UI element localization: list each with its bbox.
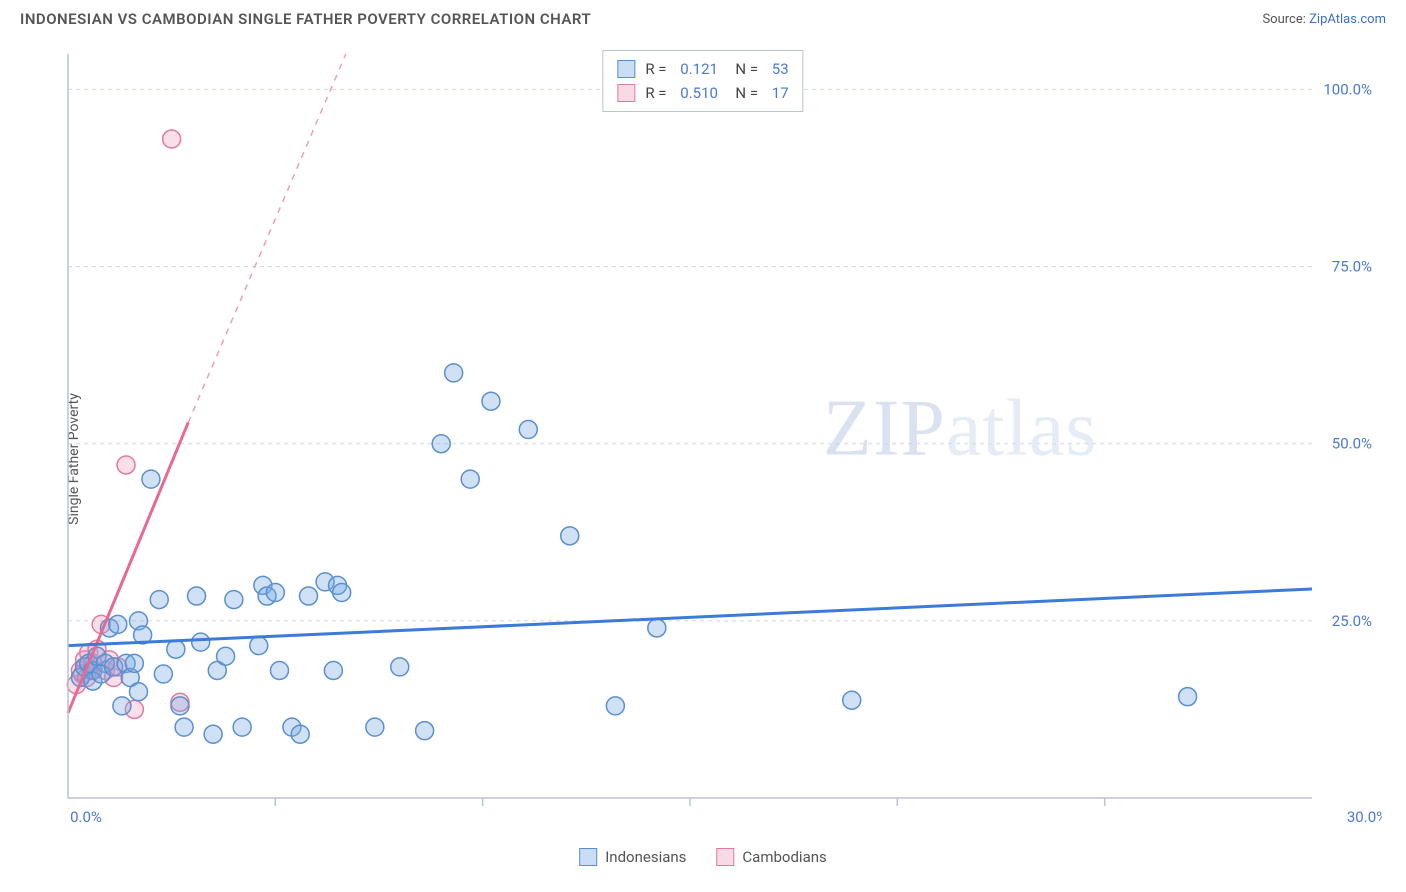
- data-point-indonesians: [366, 718, 384, 736]
- data-point-indonesians: [561, 527, 579, 545]
- trend-line-indonesians: [68, 589, 1312, 646]
- data-point-cambodians: [163, 130, 181, 148]
- data-point-indonesians: [606, 697, 624, 715]
- r-value: 0.510: [677, 81, 718, 105]
- data-point-indonesians: [482, 392, 500, 410]
- chart-header: INDONESIAN VS CAMBODIAN SINGLE FATHER PO…: [0, 0, 1406, 28]
- n-value: 53: [768, 57, 789, 81]
- data-point-indonesians: [225, 591, 243, 609]
- legend-item: Cambodians: [716, 848, 826, 866]
- x-tick-label: 0.0%: [70, 808, 102, 826]
- data-point-indonesians: [217, 647, 235, 665]
- data-point-indonesians: [416, 722, 434, 740]
- data-point-indonesians: [109, 615, 127, 633]
- data-point-indonesians: [113, 697, 131, 715]
- data-point-cambodians: [117, 456, 135, 474]
- data-point-indonesians: [843, 691, 861, 709]
- r-value: 0.121: [677, 57, 718, 81]
- data-point-indonesians: [171, 697, 189, 715]
- data-point-indonesians: [175, 718, 193, 736]
- series-legend: Indonesians Cambodians: [579, 848, 827, 866]
- y-tick-label: 100.0%: [1323, 80, 1372, 98]
- chart-container: Single Father Poverty 25.0%50.0%75.0%100…: [14, 40, 1392, 878]
- stats-legend: R = 0.121 N = 53R = 0.510 N = 17: [602, 50, 803, 112]
- data-point-indonesians: [192, 633, 210, 651]
- y-tick-label: 25.0%: [1332, 612, 1372, 630]
- data-point-indonesians: [167, 640, 185, 658]
- data-point-indonesians: [333, 584, 351, 602]
- data-point-indonesians: [142, 470, 160, 488]
- n-value: 17: [768, 81, 789, 105]
- stats-row: R = 0.510 N = 17: [617, 81, 788, 105]
- data-point-indonesians: [391, 658, 409, 676]
- data-point-indonesians: [461, 470, 479, 488]
- data-point-indonesians: [129, 683, 147, 701]
- data-point-indonesians: [324, 661, 342, 679]
- data-point-indonesians: [125, 654, 143, 672]
- data-point-indonesians: [270, 661, 288, 679]
- data-point-indonesians: [233, 718, 251, 736]
- stats-row: R = 0.121 N = 53: [617, 57, 788, 81]
- x-tick-label: 30.0%: [1347, 808, 1382, 826]
- legend-swatch: [617, 84, 635, 102]
- data-point-indonesians: [250, 637, 268, 655]
- y-tick-label: 50.0%: [1332, 435, 1372, 453]
- data-point-indonesians: [445, 364, 463, 382]
- data-point-indonesians: [291, 725, 309, 743]
- data-point-indonesians: [300, 587, 318, 605]
- trend-line-cambodians-extrapolated: [188, 54, 346, 422]
- data-point-indonesians: [519, 421, 537, 439]
- source-attribution: Source: ZipAtlas.com: [1262, 12, 1386, 27]
- data-point-indonesians: [188, 587, 206, 605]
- data-point-indonesians: [154, 665, 172, 683]
- data-point-indonesians: [150, 591, 168, 609]
- legend-swatch: [579, 848, 597, 866]
- data-point-indonesians: [432, 435, 450, 453]
- plot-area: 25.0% 50.0% 75.0% 100.0% ZIPatlas 0.0% 30.0%: [64, 50, 1382, 828]
- legend-label: Indonesians: [605, 848, 686, 866]
- source-label: Source:: [1262, 12, 1305, 27]
- n-label: N =: [728, 81, 758, 105]
- data-point-indonesians: [204, 725, 222, 743]
- legend-swatch: [716, 848, 734, 866]
- source-link[interactable]: ZipAtlas.com: [1309, 12, 1386, 27]
- y-tick-label: 75.0%: [1332, 258, 1372, 276]
- chart-svg: 25.0% 50.0% 75.0% 100.0% ZIPatlas 0.0% 30.0%: [64, 50, 1382, 828]
- data-point-indonesians: [1179, 688, 1197, 706]
- watermark: ZIPatlas: [823, 385, 1098, 473]
- legend-swatch: [617, 60, 635, 78]
- r-label: R =: [645, 57, 666, 81]
- legend-item: Indonesians: [579, 848, 686, 866]
- r-label: R =: [645, 81, 666, 105]
- chart-title: INDONESIAN VS CAMBODIAN SINGLE FATHER PO…: [20, 10, 591, 28]
- legend-label: Cambodians: [742, 848, 826, 866]
- data-point-indonesians: [648, 619, 666, 637]
- data-point-indonesians: [266, 584, 284, 602]
- n-label: N =: [728, 57, 758, 81]
